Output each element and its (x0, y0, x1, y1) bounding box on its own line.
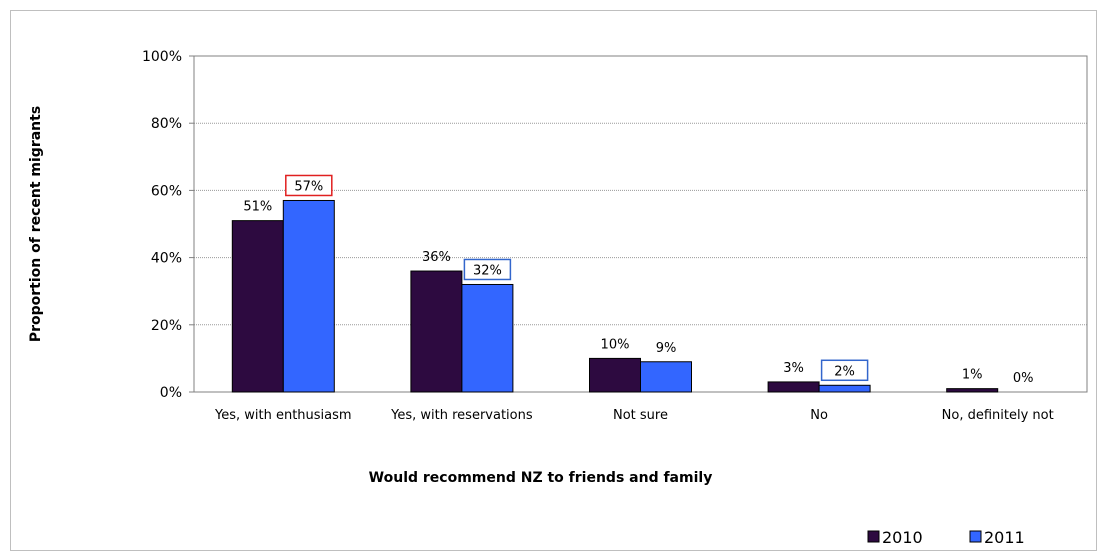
data-label: 32% (473, 263, 502, 278)
x-axis-title: Would recommend NZ to friends and family (369, 470, 713, 486)
y-tick-label: 80% (151, 116, 182, 132)
bar-2010 (231, 220, 284, 393)
bar-2010 (767, 381, 820, 393)
bar-2010 (946, 388, 999, 393)
y-axis-ticks: 0% 20% 40% 60% 80% 100% (142, 49, 194, 401)
data-labels: 51% 57% 36% 32% 10% 9% 3% 2% 1% 0% (243, 174, 1034, 386)
data-label: 51% (243, 200, 272, 215)
data-label: 2% (834, 364, 855, 379)
bar-2010 (589, 357, 641, 393)
bars (231, 199, 999, 393)
legend: 2010 2011 (867, 528, 1025, 547)
data-label: 9% (656, 341, 677, 356)
y-tick-label: 0% (160, 385, 182, 401)
x-category-label: No, definitely not (942, 408, 1054, 423)
x-category-label: Not sure (613, 408, 668, 423)
y-tick-label: 60% (151, 183, 182, 199)
bar-2011 (461, 283, 514, 393)
bar-2011 (640, 361, 692, 393)
x-category-label: Yes, with reservations (390, 408, 533, 423)
legend-swatch-2010 (867, 530, 880, 543)
data-label: 36% (422, 250, 451, 265)
data-label: 10% (601, 337, 630, 352)
bar-2011 (282, 199, 335, 393)
gridlines (194, 122, 1087, 326)
data-label: 3% (783, 361, 804, 376)
data-label: 57% (294, 179, 323, 194)
data-label-box (463, 258, 512, 281)
data-label-box (285, 174, 333, 197)
y-axis-title: Proportion of recent migrants (28, 106, 44, 342)
legend-label-2010: 2010 (882, 528, 923, 547)
data-label: 0% (1013, 371, 1034, 386)
y-tick-label: 20% (151, 318, 182, 334)
data-label-box (820, 359, 869, 382)
y-tick-label: 100% (142, 49, 182, 65)
x-category-label: Yes, with enthusiasm (214, 408, 352, 423)
bar-2010 (410, 270, 463, 393)
bar-2011 (818, 384, 871, 393)
data-label: 1% (962, 368, 983, 383)
x-category-label: No (810, 408, 828, 423)
x-axis-categories: Yes, with enthusiasm Yes, with reservatio… (214, 408, 1054, 423)
y-tick-label: 40% (151, 251, 182, 267)
chart-frame (10, 10, 1097, 551)
legend-swatch-2011 (969, 530, 982, 543)
legend-label-2011: 2011 (984, 528, 1025, 547)
